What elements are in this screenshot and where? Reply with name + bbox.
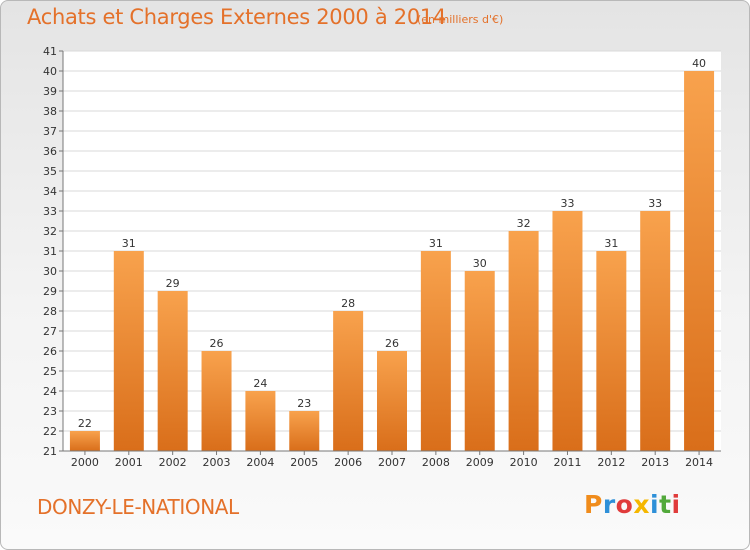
y-tick-label: 30 — [43, 265, 57, 278]
bar-2011 — [552, 211, 583, 451]
x-tick-label: 2003 — [203, 456, 231, 469]
y-tick-label: 40 — [43, 65, 57, 78]
bar-value-label: 26 — [385, 337, 399, 350]
bar-2000 — [69, 431, 100, 451]
y-tick-label: 34 — [43, 185, 57, 198]
x-tick-label: 2008 — [422, 456, 450, 469]
y-tick-label: 29 — [43, 285, 57, 298]
bar-2014 — [684, 71, 715, 451]
logo-letter: t — [659, 490, 672, 519]
bar-2007 — [377, 351, 407, 451]
bar-value-label: 30 — [473, 257, 487, 270]
y-tick-label: 32 — [43, 225, 57, 238]
bar-value-label: 31 — [429, 237, 443, 250]
bar-2009 — [464, 271, 495, 451]
y-tick-label: 33 — [43, 205, 57, 218]
bar-2013 — [640, 211, 671, 451]
y-tick-label: 36 — [43, 145, 57, 158]
bar-value-label: 24 — [253, 377, 267, 390]
x-tick-label: 2004 — [246, 456, 274, 469]
bar-value-label: 40 — [692, 57, 706, 70]
logo-letter: P — [584, 490, 603, 519]
x-tick-label: 2005 — [290, 456, 318, 469]
y-tick-label: 38 — [43, 105, 57, 118]
y-tick-label: 28 — [43, 305, 57, 318]
logo-letter: r — [602, 490, 616, 519]
x-tick-label: 2006 — [334, 456, 362, 469]
y-tick-label: 41 — [43, 45, 57, 58]
x-tick-label: 2000 — [71, 456, 99, 469]
bar-2002 — [157, 291, 188, 451]
axes: 21 22 23 24 25 26 27 28 29 30 31 32 33 34 35 36 37 38 39 40… — [43, 45, 721, 469]
logo-letter: x — [633, 490, 650, 519]
x-tick-label: 2011 — [553, 456, 581, 469]
y-tick-label: 22 — [43, 425, 57, 438]
bar-value-label: 26 — [210, 337, 224, 350]
y-tick-label: 21 — [43, 445, 57, 458]
y-tick-label: 39 — [43, 85, 57, 98]
y-tick-label: 35 — [43, 165, 57, 178]
bar-value-label: 33 — [648, 197, 662, 210]
chart-subtitle: (en milliers d'€) — [417, 13, 504, 26]
bar-2008 — [420, 251, 451, 451]
bar-2004 — [245, 391, 276, 451]
bar-2001 — [113, 251, 144, 451]
bar-value-label: 32 — [517, 217, 531, 230]
bar-value-label: 23 — [297, 397, 311, 410]
bar-value-label: 33 — [560, 197, 574, 210]
x-tick-label: 2010 — [510, 456, 538, 469]
x-tick-label: 2007 — [378, 456, 406, 469]
bars: 22 31 29 26 24 23 28 26 31 30 32 33 31 33 40 — [69, 57, 715, 451]
proxiti-logo: Proxiti — [584, 490, 681, 519]
y-tick-label: 23 — [43, 405, 57, 418]
commune-name: DONZY-LE-NATIONAL — [37, 495, 239, 519]
x-tick-label: 2009 — [466, 456, 494, 469]
bar-value-label: 31 — [604, 237, 618, 250]
chart-title: Achats et Charges Externes 2000 à 2014 — [27, 5, 447, 29]
logo-letter: i — [650, 490, 660, 519]
y-tick-label: 25 — [43, 365, 57, 378]
y-tick-label: 37 — [43, 125, 57, 138]
logo-letter: i — [671, 490, 681, 519]
y-tick-label: 24 — [43, 385, 57, 398]
bar-value-label: 29 — [166, 277, 180, 290]
bar-value-label: 28 — [341, 297, 355, 310]
bar-2006 — [333, 311, 364, 451]
x-tick-label: 2012 — [597, 456, 625, 469]
y-tick-label: 27 — [43, 325, 57, 338]
logo-letter: o — [615, 490, 634, 519]
x-tick-label: 2013 — [641, 456, 669, 469]
bar-value-label: 31 — [122, 237, 136, 250]
bar-2012 — [596, 251, 627, 451]
bar-value-label: 22 — [78, 417, 92, 430]
x-tick-label: 2002 — [159, 456, 187, 469]
bar-2005 — [289, 411, 320, 451]
y-tick-label: 31 — [43, 245, 57, 258]
bar-2003 — [201, 351, 232, 451]
bar-2010 — [508, 231, 539, 451]
y-tick-label: 26 — [43, 345, 57, 358]
x-tick-label: 2014 — [685, 456, 713, 469]
x-tick-label: 2001 — [115, 456, 143, 469]
